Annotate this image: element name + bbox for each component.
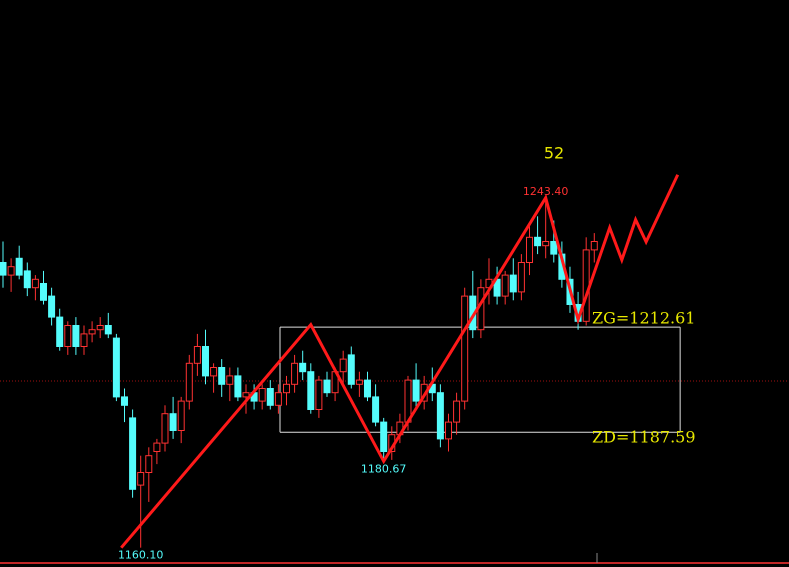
candle-body (461, 295, 469, 402)
candle-body (120, 396, 128, 406)
candle-body (590, 241, 598, 251)
candle-body (501, 274, 509, 297)
candle-body (80, 333, 88, 347)
candle-body (323, 379, 331, 394)
candle-body (242, 392, 250, 398)
candle-body (517, 262, 525, 293)
candle-body (31, 278, 39, 289)
candle-body (177, 400, 185, 432)
candle-body (112, 337, 120, 398)
candle-body (193, 346, 201, 364)
candle-body (169, 413, 177, 432)
candle-body (153, 442, 161, 453)
candle-body (234, 375, 242, 398)
candle-body (15, 257, 23, 276)
candle-body (291, 362, 299, 385)
candle-body (226, 375, 234, 385)
candle-body (266, 388, 274, 406)
extreme-label: 1160.10 (118, 549, 164, 562)
zigzag-line (120, 174, 680, 549)
candle-body (185, 362, 193, 402)
candle-body (104, 325, 112, 335)
candle-body (339, 358, 347, 373)
candle-body (363, 379, 371, 398)
candle-body (436, 392, 444, 440)
candle-body (315, 379, 323, 411)
candle-body (137, 472, 145, 486)
candle-body (274, 392, 282, 406)
candle-body (7, 266, 15, 276)
candle-body (299, 362, 307, 373)
candle-body (453, 400, 461, 423)
candle-body (412, 379, 420, 402)
candle-body (56, 316, 64, 348)
candle-body (380, 421, 388, 453)
candle-body (145, 455, 153, 474)
candle-body (210, 367, 218, 377)
candle-body (542, 241, 550, 247)
candle-body (258, 388, 266, 402)
candle-body (129, 417, 137, 490)
zg-label: ZG=1212.61 (592, 309, 695, 328)
candle-body (534, 236, 542, 247)
extreme-label: 1243.40 (523, 185, 569, 198)
extreme-label: 1180.67 (361, 462, 407, 475)
annotation: 52 (544, 144, 564, 163)
candle-body (218, 367, 226, 385)
candle-body (201, 346, 209, 377)
candle-body (64, 325, 72, 347)
candle-body (444, 421, 452, 440)
candle-body (161, 413, 169, 444)
zd-label: ZD=1187.59 (592, 428, 696, 447)
candle-body (96, 325, 104, 331)
candle-body (0, 262, 7, 276)
candle-body (72, 325, 80, 347)
candle-body (88, 329, 96, 335)
candle-body (307, 371, 315, 411)
candle-body (509, 274, 517, 293)
candle-body (550, 241, 558, 255)
candle-body (355, 379, 363, 385)
candle-body (282, 383, 290, 394)
candle-body (23, 270, 31, 289)
candle-body (347, 354, 355, 385)
candle-body (39, 283, 47, 301)
candle-body (372, 396, 380, 423)
candle-body (525, 236, 533, 264)
candle-body (48, 295, 56, 318)
